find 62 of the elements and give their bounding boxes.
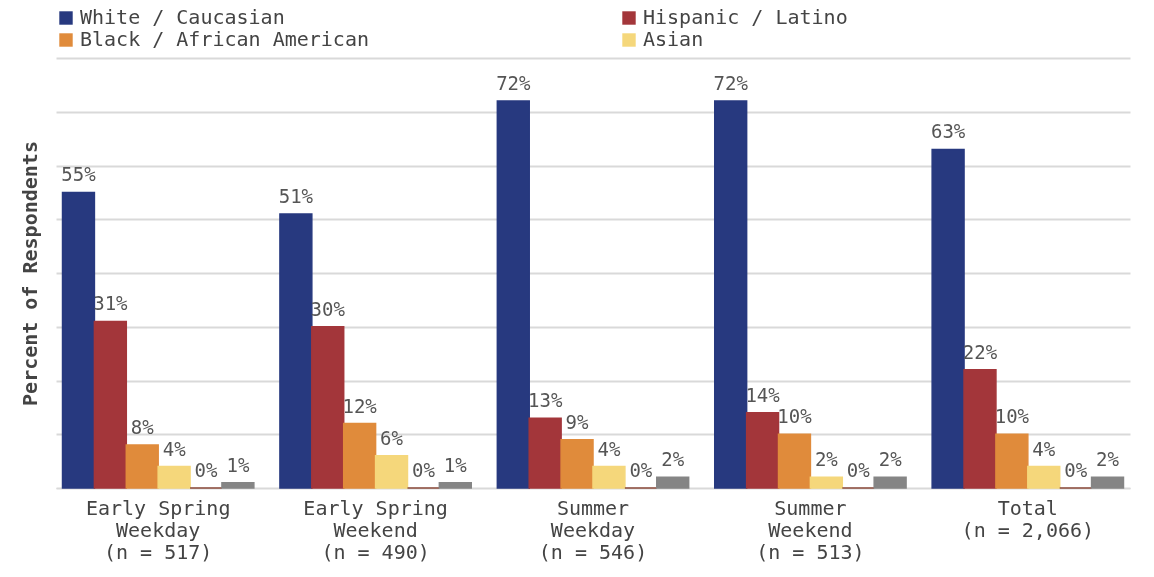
- data-label: 1%: [443, 453, 468, 476]
- data-label: 8%: [130, 416, 155, 438]
- data-label: 4%: [162, 437, 187, 460]
- bar: [560, 438, 594, 489]
- bar: [809, 476, 844, 489]
- bar: [745, 412, 780, 489]
- bar: [221, 481, 255, 489]
- bar: [1027, 465, 1061, 489]
- data-label: 0%: [411, 459, 436, 481]
- bar: [93, 320, 128, 489]
- data-label: 72%: [496, 72, 531, 94]
- x-tick-label: Summer Weekend (n = 513): [756, 495, 865, 564]
- data-label: 2%: [814, 448, 839, 471]
- x-tick-label: Early Spring Weekday (n = 517): [85, 495, 231, 564]
- bar: [125, 444, 159, 489]
- bar: [374, 455, 409, 489]
- data-label: 6%: [380, 426, 404, 449]
- bar: [873, 476, 907, 489]
- bar: [777, 433, 812, 489]
- data-label: 10%: [777, 405, 813, 428]
- bar: [714, 100, 748, 489]
- bar: [496, 100, 530, 489]
- bar: [311, 326, 345, 489]
- bar: [931, 148, 965, 489]
- data-label: 51%: [278, 184, 314, 207]
- data-label: 2%: [878, 448, 903, 471]
- x-tick-label: Total (n = 2,066): [961, 495, 1095, 542]
- bar: [61, 191, 96, 489]
- bar: [342, 422, 377, 489]
- data-label: 0%: [1064, 459, 1088, 481]
- data-label: 0%: [629, 459, 653, 481]
- bar: [528, 417, 562, 489]
- data-label: 63%: [930, 120, 966, 143]
- legend-label: Asian: [643, 27, 704, 51]
- data-label: 12%: [342, 394, 378, 417]
- x-tick-label: Summer Weekday (n = 546): [538, 495, 648, 564]
- data-label: 14%: [745, 383, 781, 406]
- x-tick-label: Early Spring Weekend (n = 490): [303, 495, 448, 564]
- bar: [157, 465, 191, 489]
- data-label: 13%: [528, 389, 563, 412]
- data-label: 72%: [713, 72, 749, 94]
- data-label: 4%: [597, 437, 621, 460]
- data-label: 9%: [565, 410, 590, 433]
- legend-label: Black / African American: [80, 27, 369, 51]
- bar: [656, 476, 690, 489]
- data-label: 1%: [226, 453, 250, 476]
- bar: [279, 213, 313, 489]
- data-label: 4%: [1032, 437, 1056, 460]
- legend-label: White / Caucasian: [80, 5, 285, 29]
- bar: [438, 481, 472, 489]
- data-label: 2%: [1096, 448, 1120, 471]
- legend-label: Hispanic / Latino: [643, 5, 848, 29]
- bar: [592, 465, 626, 489]
- data-label: 0%: [194, 459, 219, 481]
- bar: [1090, 476, 1125, 489]
- data-label: 0%: [846, 459, 871, 481]
- data-label: 2%: [661, 448, 685, 471]
- data-label: 10%: [994, 405, 1030, 428]
- data-label: 55%: [61, 163, 97, 186]
- bar: [963, 369, 997, 489]
- bar: [995, 433, 1029, 489]
- y-axis-title: Percent of Respondents: [17, 141, 42, 406]
